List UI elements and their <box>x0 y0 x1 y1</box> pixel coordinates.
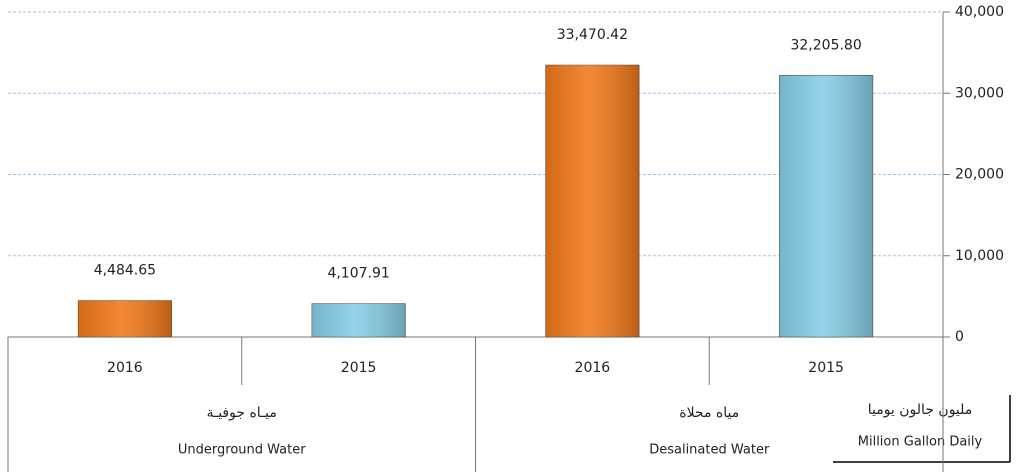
unit-label-ar: مليون جالون يوميا <box>868 402 973 418</box>
y-tick-label: 10,000 <box>955 248 1004 264</box>
data-label: 32,205.80 <box>790 37 861 53</box>
group-label: Underground Water <box>178 443 306 458</box>
bar-shade <box>779 75 873 337</box>
group-label: Desalinated Water <box>649 443 770 458</box>
unit-label-en: Million Gallon Daily <box>858 435 983 450</box>
x-tick-label: 2016 <box>107 360 143 376</box>
group-label-ar: مياه محلاة <box>679 405 739 421</box>
y-tick-label: 20,000 <box>955 167 1004 183</box>
x-tick-label: 2015 <box>808 360 844 376</box>
data-label: 4,107.91 <box>327 266 389 282</box>
y-tick-label: 40,000 <box>955 4 1004 20</box>
group-label-ar: ميـاه جوفيـة <box>207 405 277 421</box>
bar-shade <box>545 65 640 337</box>
bar-shade <box>78 300 172 337</box>
y-tick-label: 30,000 <box>955 85 1004 101</box>
x-tick-label: 2015 <box>341 360 377 376</box>
bar-shade <box>311 303 406 337</box>
y-tick-label: 0 <box>955 329 964 345</box>
x-tick-label: 2016 <box>575 360 611 376</box>
data-label: 33,470.42 <box>557 27 628 43</box>
data-label: 4,484.65 <box>94 263 156 279</box>
